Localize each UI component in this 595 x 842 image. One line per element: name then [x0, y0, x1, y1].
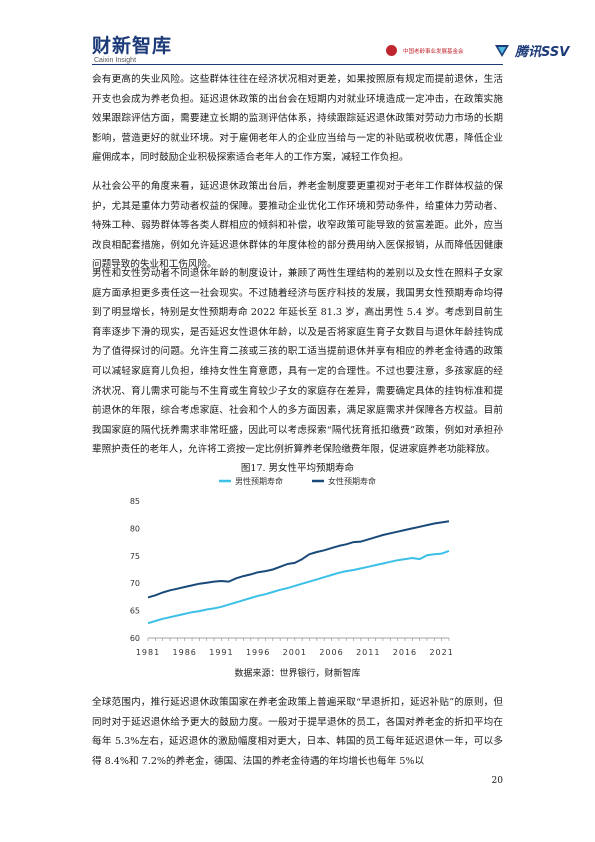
- ssv-text: 腾讯SSV: [515, 45, 570, 60]
- caixin-logo: 财新智库 Caixin Insight: [92, 36, 172, 65]
- x-tick-label: 2016: [393, 648, 417, 657]
- partner-text: 中国老龄事业发展基金会: [403, 48, 464, 55]
- y-tick-label: 85: [130, 497, 140, 506]
- tencent-ssv-icon: [495, 44, 509, 57]
- y-tick-label: 75: [130, 552, 140, 561]
- y-tick-label: 70: [130, 579, 140, 588]
- y-axis: 60 65 70 75 80 85: [130, 497, 140, 643]
- y-tick-label: 65: [130, 607, 140, 616]
- paragraph-2: 从社会公平的角度来看，延迟退休政策出台后，养老金制度要更重视对于老年工作群体权益…: [92, 181, 503, 271]
- logo-cn-text: 财新智库: [92, 35, 173, 57]
- series-line-2: [147, 520, 450, 599]
- page-header: 财新智库 Caixin Insight 中国老龄事业发展基金会 腾讯SSV: [0, 0, 595, 72]
- x-tick-label: 1996: [246, 648, 270, 657]
- foundation-seal-icon: [386, 45, 397, 56]
- x-axis: 1981 1986 1991 1996 2001 2006 2011 2016 2021: [136, 637, 453, 657]
- x-tick-label: 2006: [319, 648, 343, 657]
- figure-source: 数据来源：世界银行，财新智库: [234, 669, 361, 679]
- x-tick-label: 1981: [136, 648, 160, 657]
- paragraph-3: 男性和女性劳动者不同退休年龄的制度设计，兼顾了两性生理结构的差别以及女性在照料子…: [92, 268, 503, 456]
- page-number: 20: [491, 776, 503, 786]
- x-tick-label: 2001: [283, 648, 307, 657]
- y-tick-label: 60: [130, 634, 140, 643]
- chart-legend: 男性预期寿命 女性预期寿命: [219, 476, 376, 486]
- y-tick-label: 80: [130, 524, 140, 533]
- logo-en-text: Caixin Insight: [94, 57, 137, 64]
- paragraph-1: 会有更高的失业风险。这些群体往往在经济状况相对更差，如果按照原有规定而提前退休，…: [92, 74, 503, 164]
- x-tick-label: 2021: [429, 648, 453, 657]
- legend-label-2: 女性预期寿命: [328, 476, 376, 486]
- x-tick-label: 1986: [173, 648, 197, 657]
- legend-label-1: 男性预期寿命: [235, 476, 283, 486]
- series-line-1: [147, 549, 450, 625]
- chart-series: [147, 520, 450, 625]
- paragraph-4: 全球范围内，推行延迟退休政策国家在养老金政策上普遍采取“早退折扣，延迟补贴”的原…: [92, 697, 503, 767]
- figure-title: 图17. 男女性平均预期寿命: [240, 463, 355, 474]
- x-tick-label: 1991: [209, 648, 233, 657]
- partner-logos: 中国老龄事业发展基金会 腾讯SSV: [386, 41, 569, 60]
- x-tick-label: 2011: [356, 648, 380, 657]
- header-rule: [92, 64, 503, 65]
